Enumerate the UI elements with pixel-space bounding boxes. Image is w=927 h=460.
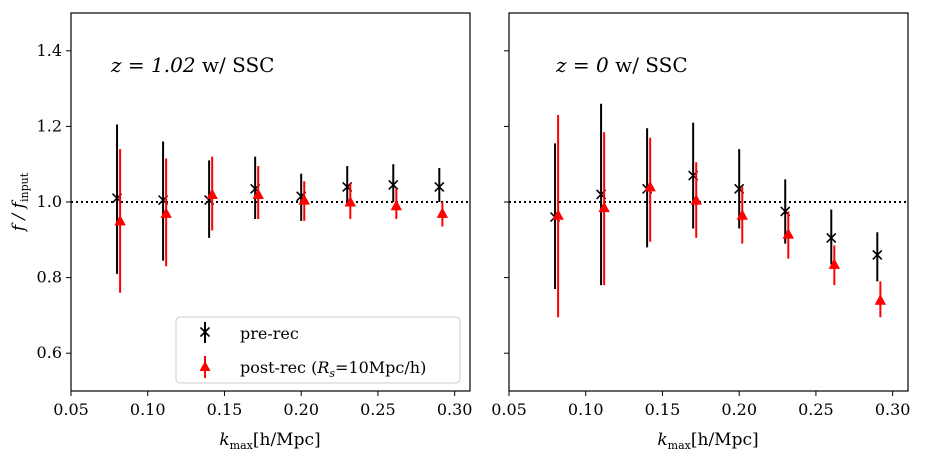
legend-box (175, 316, 461, 384)
right-x-tick-label: 0.25 (798, 400, 834, 419)
left-post-rec-point (160, 207, 172, 218)
left-panel: 0.05 0.10 0.15 0.20 0.25 0.30 0.6 0.8 1.0 1.2 1.4… (9, 12, 473, 452)
y-axis-label: f / finput (9, 172, 31, 233)
left-x-axis-label: kmax[h/Mpc] (219, 430, 320, 452)
right-post-rec-point (782, 228, 794, 239)
left-pre-rec-point (388, 179, 399, 191)
right-post-rec-point (644, 180, 656, 192)
left-post-rec-point (344, 196, 356, 207)
right-post-rec-point (552, 209, 564, 220)
left-x-tick-label: 0.25 (360, 400, 396, 419)
legend-label-post-rec: post-rec (Rs=10Mpc/h) (240, 358, 426, 380)
legend: pre-rec post-rec (Rs=10Mpc/h) (175, 316, 461, 384)
left-y-tick-label: 1.0 (37, 192, 62, 211)
right-x-tick-label: 0.05 (491, 400, 527, 419)
right-post-rec-point (736, 209, 748, 220)
right-post-rec-point (874, 294, 887, 305)
left-post-rec-point (252, 188, 264, 199)
left-x-tick-label: 0.10 (130, 400, 166, 419)
right-pre-rec-point (826, 232, 837, 243)
right-panel-annotation: z = 0 w/ SSC (555, 53, 688, 77)
right-x-tick-label: 0.20 (721, 400, 757, 419)
right-x-tick-label: 0.30 (875, 400, 911, 419)
left-x-tick-label: 0.05 (53, 400, 89, 419)
right-x-tick-label: 0.10 (568, 400, 604, 419)
right-panel: 0.05 0.10 0.15 0.20 0.25 0.30 z = 0 w/ SSC km… (491, 12, 911, 452)
left-post-rec-point (390, 199, 403, 211)
left-y-tick-label: 0.6 (37, 343, 62, 362)
right-post-rec-point (690, 194, 702, 205)
right-x-tick-label: 0.15 (645, 400, 681, 419)
right-post-rec-point (828, 258, 841, 269)
left-post-rec-point (206, 188, 218, 199)
left-y-tick-label: 1.4 (37, 41, 62, 60)
left-post-rec-point (436, 207, 449, 218)
left-post-rec-point (114, 214, 126, 226)
left-x-tick-label: 0.30 (437, 400, 473, 419)
left-y-tick-label: 0.8 (37, 268, 62, 287)
legend-marker-pre-rec (199, 322, 211, 343)
left-post-rec-point (298, 194, 310, 205)
legend-label-pre-rec: pre-rec (240, 324, 299, 343)
left-pre-rec-point (434, 181, 445, 192)
left-x-tick-label: 0.20 (283, 400, 319, 419)
left-panel-annotation: z = 1.02 w/ SSC (110, 53, 274, 77)
right-post-rec-point (598, 201, 610, 213)
left-y-tick-label: 1.2 (37, 116, 62, 135)
right-pre-rec-point (872, 249, 883, 260)
left-x-tick-label: 0.15 (207, 400, 243, 419)
legend-marker-post-rec (199, 356, 211, 378)
right-x-axis-label: kmax[h/Mpc] (657, 430, 758, 452)
